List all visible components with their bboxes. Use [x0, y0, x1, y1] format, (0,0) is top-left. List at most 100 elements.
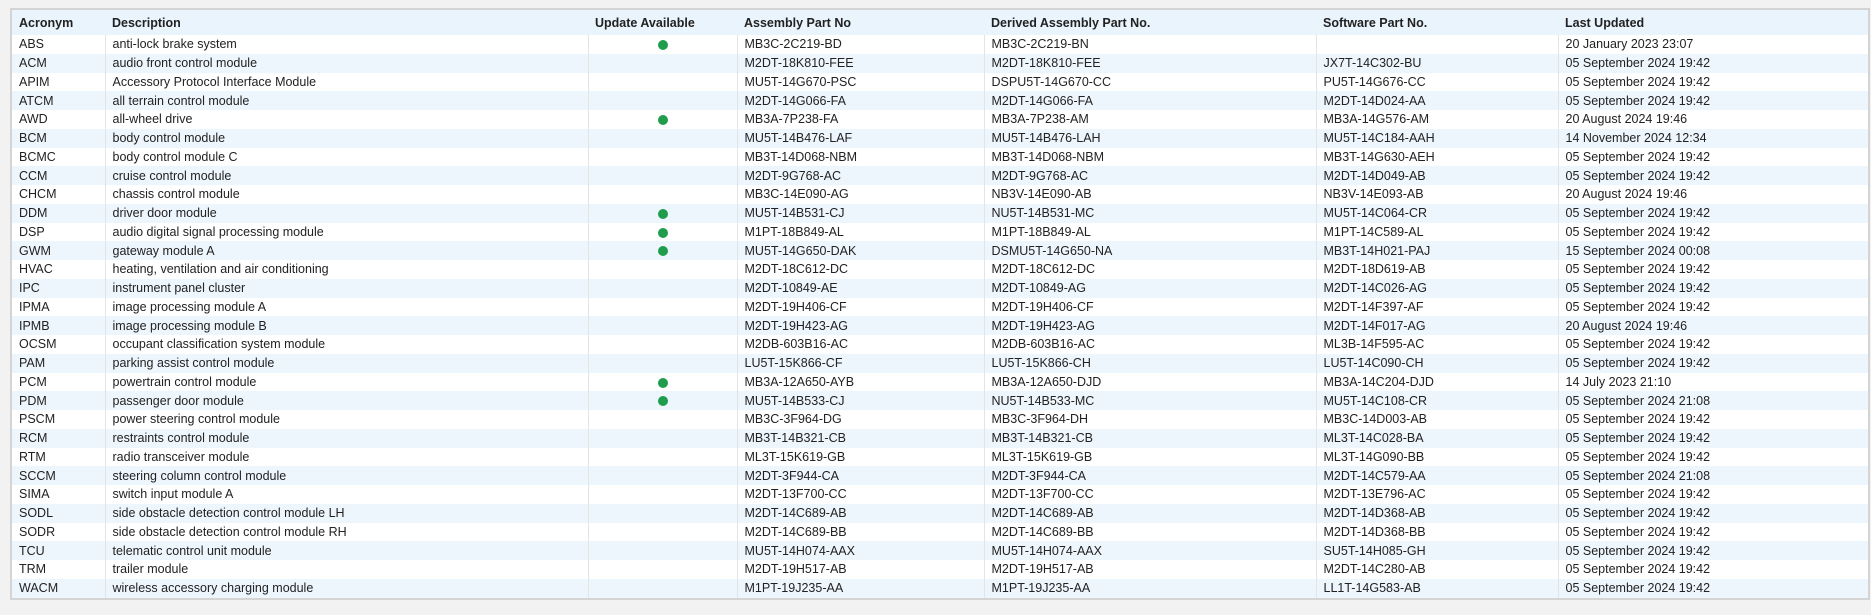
cell: power steering control module [104, 410, 588, 429]
cell: BCMC [19, 149, 56, 164]
update-cell [587, 128, 737, 148]
cell: anti-lock brake system [104, 35, 588, 54]
update-cell [587, 297, 737, 317]
cell: MB3T-14B321-CB [736, 428, 984, 448]
cell: MB3T-14D068-NBM [736, 147, 984, 167]
cell: 05 September 2024 19:42 [1557, 91, 1868, 110]
table-row: SODL side obstacle detection control modu… [12, 503, 1868, 523]
cell: side obstacle detection control module L… [104, 503, 588, 523]
cell: M1PT-19J235-AA [983, 578, 1316, 598]
cell: ATCM [12, 91, 105, 110]
cell: M2DT-10849-AG [983, 278, 1316, 298]
cell: 20 August 2024 19:46 [1557, 185, 1868, 204]
cell: JX7T-14C302-BU [1315, 53, 1558, 73]
cell: MB3T-14D068-NBM [983, 147, 1316, 167]
table-row: IPMB image processing module B M2DT-19H423… [12, 316, 1868, 335]
cell: 05 September 2024 19:42 [1557, 428, 1868, 448]
cell: 05 September 2024 19:42 [1557, 522, 1868, 542]
cell: M2DT-14C579-AA [1315, 466, 1558, 485]
cell: parking assist control module [104, 353, 588, 373]
update-indicator [657, 227, 668, 238]
table-row: SIMA switch input module A M2DT-13F700-CC M… [12, 485, 1868, 504]
cell: M2DT-14D368-AB [1315, 503, 1558, 523]
cell: 14 November 2024 12:34 [1557, 128, 1868, 148]
cell: MB3C-2C219-BN [983, 35, 1316, 54]
cell: radio transceiver module [104, 447, 588, 467]
update-cell [587, 466, 737, 485]
cell: MU5T-14C184-AAH [1315, 128, 1558, 148]
cell: M1PT-18B849-AL [736, 222, 984, 242]
cell: M2DT-14F397-AF [1315, 297, 1558, 317]
table-row: CHCM chassis control module MB3C-14E090-AG… [12, 185, 1868, 204]
table-row: WACM wireless accessory charging module M1… [12, 578, 1868, 598]
cell: 05 September 2024 19:42 [1557, 166, 1868, 185]
cell: MB3A-14C204-DJD [1315, 372, 1558, 392]
cell: RTM [19, 449, 46, 464]
cell: M2DT-19H423-AG [736, 316, 984, 335]
update-cell [587, 410, 737, 429]
cell: SODR [19, 524, 56, 539]
cell: switch input module A [104, 485, 588, 504]
cell: cruise control module [104, 166, 588, 185]
cell: MB3C-14D003-AB [1315, 410, 1558, 429]
cell: audio digital signal processing module [104, 222, 588, 242]
cell: DSMU5T-14G650-NA [983, 241, 1316, 260]
cell: 05 September 2024 19:42 [1557, 410, 1868, 429]
cell: MU5T-14C108-CR [1315, 391, 1558, 410]
cell: M2DT-19H406-CF [983, 297, 1316, 317]
cell: M2DT-3F944-CA [736, 466, 984, 485]
cell: steering column control module [104, 466, 588, 485]
cell: all terrain control module [104, 91, 588, 110]
cell: 20 August 2024 19:46 [1557, 110, 1868, 129]
cell: M2DT-19H517-AB [983, 560, 1316, 579]
cell: 05 September 2024 19:42 [1557, 222, 1868, 242]
cell: NU5T-14B533-MC [983, 391, 1316, 410]
cell: MB3A-12A650-DJD [983, 372, 1316, 392]
table-row: BCMC body control module C MB3T-14D068-NBM… [12, 147, 1868, 167]
table-row: SCCM steering column control module M2DT-3… [12, 466, 1868, 485]
update-indicator [657, 115, 668, 126]
table-row: BCM body control module MU5T-14B476-LAF MU5… [12, 128, 1868, 148]
update-cell [587, 278, 737, 298]
table-row: SODR side obstacle detection control modu… [12, 522, 1868, 542]
cell: OCSM [19, 337, 57, 352]
cell: body control module [104, 128, 588, 148]
cell: M2DT-14C026-AG [1315, 278, 1558, 298]
cell: M2DT-13F700-CC [736, 485, 984, 504]
cell: 05 September 2024 19:42 [1557, 297, 1868, 317]
cell: 05 September 2024 19:42 [1557, 503, 1868, 523]
table-row: DSP audio digital signal processing modul… [12, 222, 1868, 242]
table-row: APIM Accessory Protocol Interface Module M… [12, 72, 1868, 92]
table-row: ATCM all terrain control module M2DT-14G06… [12, 91, 1868, 110]
table-row: GWM gateway module A MU5T-14G650-DAK DSMU5T… [12, 241, 1868, 260]
cell: 20 August 2024 19:46 [1557, 316, 1868, 335]
cell: NB3V-14E090-AB [983, 185, 1316, 204]
cell: M2DT-14F017-AG [1315, 316, 1558, 335]
update-cell [587, 166, 737, 185]
cell: M2DT-10849-AE [736, 278, 984, 298]
cell: 05 September 2024 19:42 [1557, 335, 1868, 354]
cell: DSP [19, 224, 45, 239]
cell: GWM [12, 241, 105, 260]
cell: 05 September 2024 19:42 [1557, 578, 1868, 598]
table-row: AWD all-wheel drive MB3A-7P238-FA MB3A-7P23… [12, 110, 1868, 129]
cell: PSCM [19, 412, 56, 427]
cell: IPC [12, 278, 105, 298]
cell: 05 September 2024 19:42 [1557, 72, 1868, 92]
table-row: CCM cruise control module M2DT-9G768-AC M2D… [12, 166, 1868, 185]
update-cell [587, 485, 737, 504]
cell: all-wheel drive [104, 110, 588, 129]
cell: MB3T-14G630-AEH [1315, 147, 1558, 167]
table-body: ABS anti-lock brake system MB3C-2C219-BD MB… [12, 35, 1868, 598]
update-indicator [657, 396, 668, 407]
cell: MB3A-14G576-AM [1315, 110, 1558, 129]
cell: instrument panel cluster [104, 278, 588, 298]
cell: HVAC [19, 262, 53, 277]
cell: CCM [12, 166, 105, 185]
update-cell [587, 372, 737, 392]
update-cell [587, 522, 737, 542]
cell: Accessory Protocol Interface Module [104, 72, 588, 92]
cell: M2DT-13E796-AC [1315, 485, 1558, 504]
cell: M1PT-19J235-AA [736, 578, 984, 598]
cell: M2DT-18C612-DC [983, 260, 1316, 279]
